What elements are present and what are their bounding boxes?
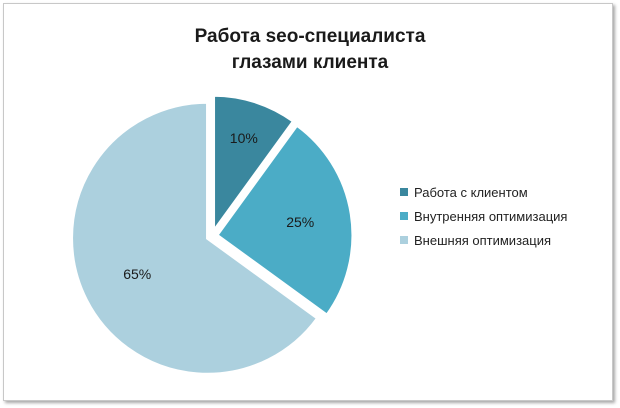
chart-legend: Работа с клиентом Внутренняя оптимизация… [400,180,610,252]
chart-title-line-1: Работа seo-специалиста [194,26,426,47]
legend-label-work-with-client: Работа с клиентом [414,184,528,200]
chart-title: Работа seo-специалиста глазами клиента [150,24,470,76]
legend-swatch-internal-optimization [400,212,408,220]
pie-slice-internal-optimization [214,123,355,318]
chart-title-line-2: глазами клиента [231,52,389,73]
pie-slice-work-with-client [212,93,296,236]
legend-item-internal-optimization: Внутренняя оптимизация [400,204,610,228]
data-label-work-with-client: 10% [230,130,258,146]
legend-label-internal-optimization: Внутренняя оптимизация [414,208,568,224]
legend-swatch-external-optimization [400,236,408,244]
legend-item-external-optimization: Внешняя оптимизация [400,228,610,252]
legend-swatch-work-with-client [400,188,408,196]
data-label-external-optimization: 65% [123,266,151,282]
data-label-internal-optimization: 25% [286,214,314,230]
pie-slice-external-optimization [70,100,320,376]
legend-label-external-optimization: Внешняя оптимизация [414,232,552,248]
legend-item-work-with-client: Работа с клиентом [400,180,610,204]
